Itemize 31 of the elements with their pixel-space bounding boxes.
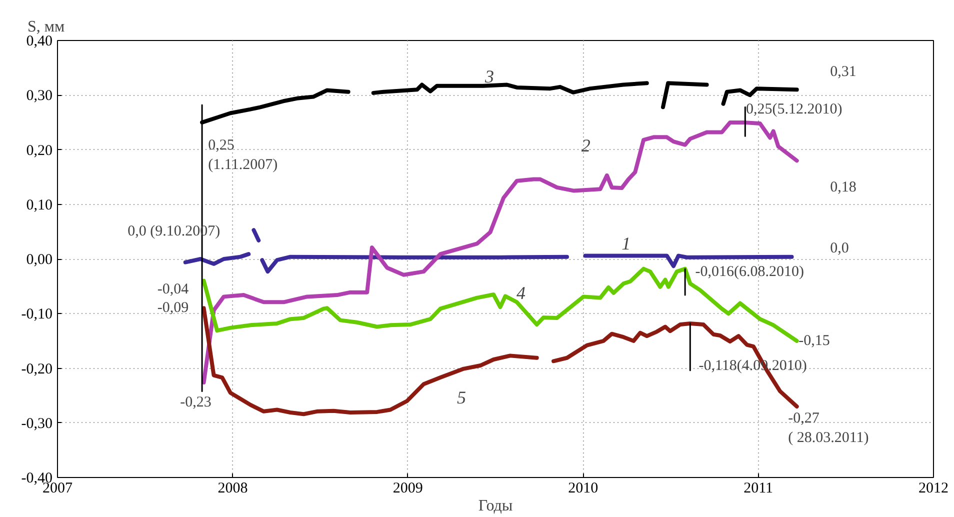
x-tick-label: 2011 — [744, 480, 774, 496]
annotation: -0,04 — [157, 281, 190, 298]
annotation: 1 — [622, 234, 631, 254]
y-axis-title: S, мм — [28, 18, 65, 36]
annotation: -0,15 — [798, 332, 830, 349]
y-tick-label: -0,20 — [21, 361, 53, 378]
annotation: 0,18 — [830, 179, 856, 196]
x-tick-label: 2012 — [918, 480, 948, 496]
annotation: 0,25 (1.11.2007) — [208, 138, 278, 173]
annotation: -0,27 ( 28.03.2011) — [788, 410, 869, 446]
annotation: 4 — [516, 282, 526, 303]
annotation: -0,016(6.08.2010) — [695, 264, 804, 280]
x-axis-title: Годы — [478, 498, 513, 514]
y-tick-label: 0,30 — [26, 88, 52, 104]
x-tick-label: 2010 — [568, 480, 598, 496]
annotation: -0,09 — [157, 300, 189, 316]
annotation: 0,0 — [830, 240, 849, 257]
annotation: 0,31 — [830, 64, 856, 80]
y-tick-label: 0,00 — [26, 252, 52, 268]
y-tick-label: 0,10 — [26, 197, 52, 214]
y-tick-label: -0,30 — [21, 416, 53, 432]
y-tick-label: -0,10 — [21, 306, 53, 323]
x-tick-label: 2008 — [218, 480, 248, 496]
annotation: 5 — [456, 388, 466, 408]
y-tick-label: 0,20 — [26, 142, 52, 159]
y-tick-label: 0,40 — [26, 34, 52, 50]
annotation: 3 — [484, 66, 494, 87]
annotation: 0,25(5.12.2010) — [746, 101, 842, 118]
annotation: 2 — [581, 135, 590, 156]
annotation: -0,23 — [180, 394, 212, 411]
x-tick-label: 2009 — [392, 480, 423, 496]
